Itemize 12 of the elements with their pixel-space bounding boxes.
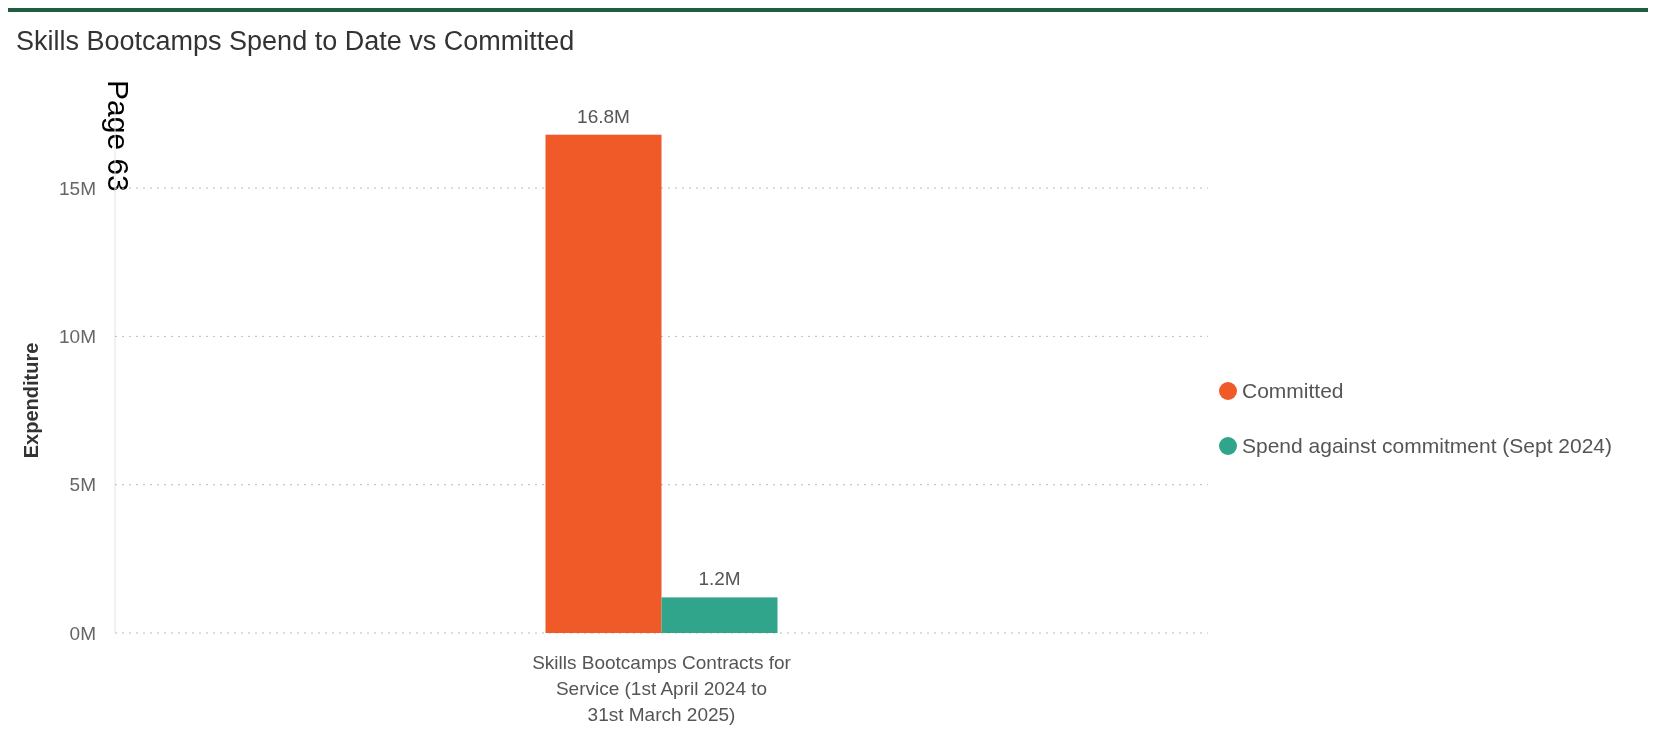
y-tick-label: 15M [59, 177, 96, 199]
legend-label: Spend against commitment (Sept 2024) [1242, 434, 1613, 458]
y-tick-label: 0M [69, 622, 96, 644]
x-tick-label: Skills Bootcamps Contracts for Service (1st April 2024 to 31st March 2025) [532, 652, 792, 725]
chart-title: Skills Bootcamps Spend to Date vs Committed [16, 26, 575, 56]
legend-label: Committed [1242, 379, 1344, 403]
y-tick-label: 10M [59, 326, 96, 348]
annotation: Page 63 [102, 80, 135, 192]
y-axis-title: Expenditure [20, 342, 42, 459]
data-label: 1.2M [698, 568, 741, 590]
y-tick-label: 5M [69, 474, 96, 496]
data-label: 16.8M [577, 105, 630, 127]
